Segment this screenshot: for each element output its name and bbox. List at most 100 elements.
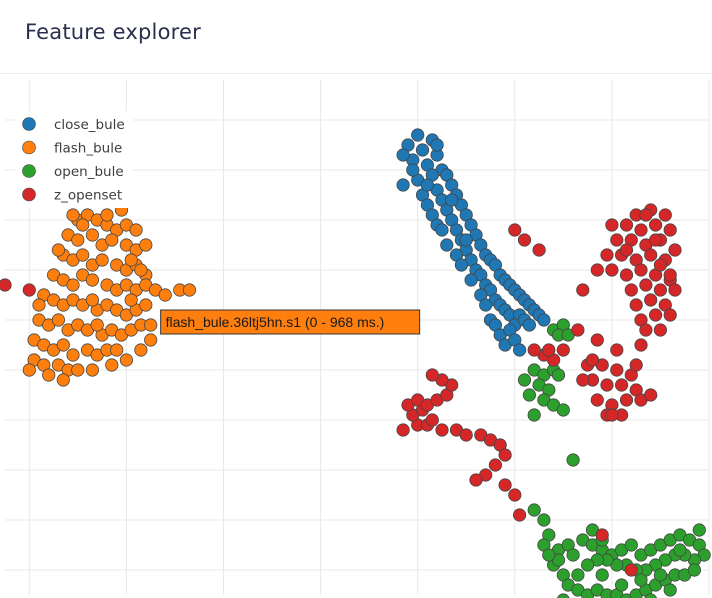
data-point[interactable] <box>551 368 566 382</box>
data-point[interactable] <box>144 333 158 347</box>
data-point[interactable] <box>435 423 449 437</box>
data-point[interactable] <box>624 283 638 297</box>
data-point[interactable] <box>653 283 668 297</box>
data-point[interactable] <box>590 333 604 347</box>
legend-marker[interactable] <box>22 140 36 155</box>
data-point[interactable] <box>71 363 85 377</box>
legend-marker[interactable] <box>22 117 36 131</box>
data-point[interactable] <box>614 578 629 592</box>
data-point[interactable] <box>634 263 648 277</box>
data-point[interactable] <box>425 368 439 382</box>
data-point[interactable] <box>71 233 85 247</box>
legend-marker[interactable] <box>22 164 36 178</box>
data-point[interactable] <box>425 413 439 427</box>
data-point[interactable] <box>66 208 80 222</box>
data-point[interactable] <box>110 343 124 357</box>
data-point[interactable] <box>182 283 197 297</box>
data-point[interactable] <box>648 218 663 232</box>
data-point[interactable] <box>619 268 634 282</box>
data-point[interactable] <box>527 343 541 357</box>
data-point[interactable] <box>512 508 527 522</box>
data-point[interactable] <box>527 408 541 422</box>
data-point[interactable] <box>129 223 143 237</box>
data-point[interactable] <box>580 558 595 572</box>
data-point[interactable] <box>396 423 410 437</box>
data-point[interactable] <box>557 593 570 598</box>
data-point[interactable] <box>653 323 668 337</box>
legend-label[interactable]: close_bule <box>54 117 125 133</box>
data-point[interactable] <box>600 248 614 262</box>
data-point[interactable] <box>85 363 100 377</box>
data-point[interactable] <box>556 403 570 417</box>
data-point[interactable] <box>134 263 148 277</box>
data-point[interactable] <box>22 363 36 377</box>
scatter-plot[interactable]: close_bule flash_bule open_bule z_openset f… <box>0 75 712 598</box>
data-point[interactable] <box>100 208 114 222</box>
legend-label[interactable]: z_openset <box>54 188 122 204</box>
data-point[interactable] <box>692 523 706 537</box>
data-point[interactable] <box>634 573 648 587</box>
data-point[interactable] <box>522 318 537 332</box>
data-point[interactable] <box>595 528 609 542</box>
data-point[interactable] <box>600 378 614 392</box>
data-point[interactable] <box>576 373 590 387</box>
data-point[interactable] <box>648 308 663 322</box>
data-point[interactable] <box>51 243 66 257</box>
data-point[interactable] <box>139 238 153 252</box>
data-point[interactable] <box>629 298 643 312</box>
legend-label[interactable]: flash_bule <box>54 141 122 157</box>
data-point[interactable] <box>663 583 677 597</box>
data-point[interactable] <box>508 223 522 237</box>
data-point[interactable] <box>619 243 634 257</box>
data-point[interactable] <box>653 568 668 582</box>
data-point[interactable] <box>663 223 677 237</box>
data-point[interactable] <box>639 208 653 222</box>
data-point[interactable] <box>464 273 478 287</box>
data-point[interactable] <box>95 253 109 267</box>
data-point[interactable] <box>139 298 153 312</box>
data-point[interactable] <box>32 298 46 312</box>
data-point[interactable] <box>605 263 619 277</box>
data-point[interactable] <box>610 343 624 357</box>
data-point[interactable] <box>66 278 80 292</box>
data-point[interactable] <box>566 453 580 467</box>
data-point[interactable] <box>105 358 119 372</box>
data-point[interactable] <box>512 343 527 357</box>
data-point[interactable] <box>624 538 638 552</box>
data-point[interactable] <box>668 283 682 297</box>
data-point[interactable] <box>498 478 512 492</box>
data-point[interactable] <box>663 268 677 282</box>
data-point[interactable] <box>469 473 483 487</box>
data-point[interactable] <box>673 543 687 557</box>
data-point[interactable] <box>51 313 66 327</box>
data-point[interactable] <box>610 363 624 377</box>
data-point[interactable] <box>119 353 134 367</box>
data-point[interactable] <box>396 148 410 162</box>
data-point[interactable] <box>566 548 580 562</box>
data-point[interactable] <box>430 138 444 152</box>
data-point[interactable] <box>532 243 546 257</box>
data-point[interactable] <box>619 393 634 407</box>
data-point[interactable] <box>624 563 638 577</box>
data-point[interactable] <box>590 263 604 277</box>
data-point[interactable] <box>571 568 585 582</box>
data-point[interactable] <box>406 163 420 177</box>
legend[interactable]: close_bule flash_bule open_bule z_openset <box>15 111 133 208</box>
data-point[interactable] <box>644 293 658 307</box>
data-point[interactable] <box>134 343 148 357</box>
data-point[interactable] <box>653 258 668 272</box>
data-point[interactable] <box>634 338 648 352</box>
data-point[interactable] <box>76 218 90 232</box>
legend-marker[interactable] <box>22 187 36 202</box>
data-point[interactable] <box>619 218 634 232</box>
data-point[interactable] <box>435 223 449 237</box>
data-point[interactable] <box>76 248 90 262</box>
data-point[interactable] <box>124 293 138 307</box>
data-point[interactable] <box>556 343 570 357</box>
data-point[interactable] <box>415 143 430 157</box>
data-point[interactable] <box>105 233 119 247</box>
data-point[interactable] <box>687 563 702 577</box>
data-point[interactable] <box>663 308 677 322</box>
plot-points[interactable] <box>0 128 711 598</box>
data-point[interactable] <box>144 318 158 332</box>
